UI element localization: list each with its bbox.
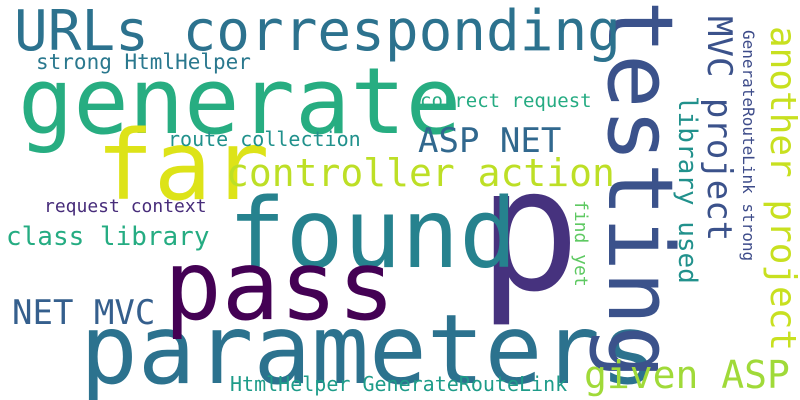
word-route-collection: route collection: [168, 127, 361, 151]
word-correct-request: correct request: [420, 90, 592, 112]
word-request-context: request context: [44, 196, 207, 217]
word-htmlhelper-generateroutelink: HtmlHelper GenerateRouteLink: [230, 372, 568, 396]
word-pass: pass: [164, 230, 396, 342]
word-find-yet: find yet: [570, 200, 591, 287]
word-mvc-project: MVC project: [699, 16, 739, 242]
word-another-project: another project: [762, 26, 800, 352]
word-strong-htmlhelper: strong HtmlHelper: [36, 50, 251, 74]
word-class-library: class library: [6, 222, 210, 252]
word-generateroutelink-strong: GenerateRouteLink strong: [739, 30, 758, 262]
word-generate: generate: [18, 48, 462, 155]
word-far: far: [96, 110, 270, 222]
word-urls-corresponding: URLs corresponding: [14, 0, 621, 64]
word-given-asp: given ASP: [584, 353, 790, 397]
word-parameters: parameters: [80, 294, 658, 400]
word-net-mvc: NET MVC: [12, 293, 156, 333]
word-found: found: [228, 178, 517, 290]
word-p: p: [478, 132, 581, 330]
word-controller-action: controller action: [226, 151, 615, 195]
word-library-used: library used: [672, 96, 702, 284]
word-asp-net: ASP NET: [418, 121, 562, 161]
